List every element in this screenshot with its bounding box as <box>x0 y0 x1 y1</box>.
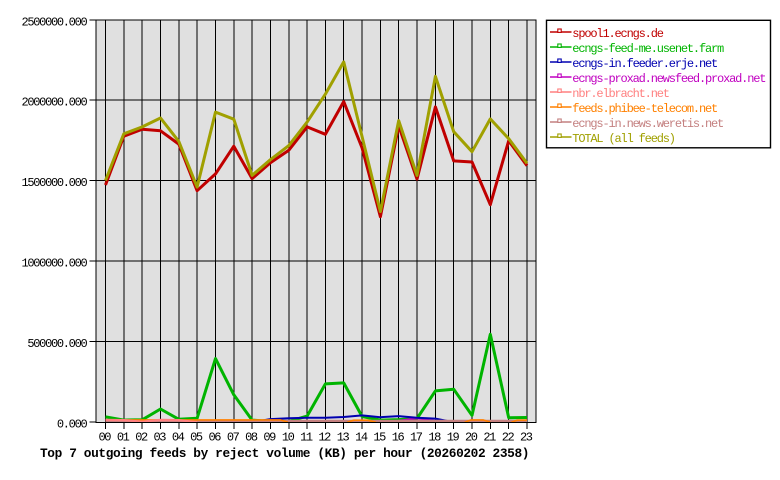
svg-text:18: 18 <box>428 430 441 444</box>
svg-text:06: 06 <box>209 430 222 444</box>
svg-text:16: 16 <box>392 430 405 444</box>
svg-text:TOTAL (all feeds): TOTAL (all feeds) <box>572 132 675 146</box>
svg-text:1000000.000: 1000000.000 <box>21 256 87 270</box>
svg-text:nbr.elbracht.net: nbr.elbracht.net <box>572 87 669 101</box>
svg-text:ecngs-in.feeder.erje.net: ecngs-in.feeder.erje.net <box>572 57 717 71</box>
svg-text:09: 09 <box>263 430 276 444</box>
svg-text:17: 17 <box>410 430 423 444</box>
svg-text:03: 03 <box>154 430 167 444</box>
svg-text:01: 01 <box>117 430 130 444</box>
svg-text:04: 04 <box>172 430 185 444</box>
svg-text:23: 23 <box>520 430 533 444</box>
svg-text:21: 21 <box>483 430 496 444</box>
svg-text:02: 02 <box>135 430 148 444</box>
svg-text:500000.000: 500000.000 <box>27 337 87 351</box>
svg-text:Top 7 outgoing feeds by reject: Top 7 outgoing feeds by reject volume (K… <box>40 446 529 461</box>
svg-text:00: 00 <box>99 430 112 444</box>
svg-text:ecngs-feed-me.usenet.farm: ecngs-feed-me.usenet.farm <box>572 42 724 56</box>
svg-text:0.000: 0.000 <box>57 417 88 431</box>
svg-text:feeds.phibee-telecom.net: feeds.phibee-telecom.net <box>572 102 717 116</box>
svg-text:20: 20 <box>465 430 478 444</box>
svg-text:ecngs-in.news.weretis.net: ecngs-in.news.weretis.net <box>572 117 723 131</box>
svg-text:12: 12 <box>318 430 331 444</box>
svg-text:14: 14 <box>355 430 368 444</box>
svg-text:spool1.ecngs.de: spool1.ecngs.de <box>572 27 663 41</box>
svg-text:22: 22 <box>502 430 515 444</box>
svg-text:11: 11 <box>300 430 313 444</box>
svg-text:2000000.000: 2000000.000 <box>21 95 87 109</box>
svg-text:2500000.000: 2500000.000 <box>21 15 87 29</box>
svg-text:08: 08 <box>245 430 258 444</box>
svg-text:07: 07 <box>227 430 240 444</box>
svg-text:ecngs-proxad.newsfeed.proxad.n: ecngs-proxad.newsfeed.proxad.net <box>572 72 765 86</box>
svg-text:1500000.000: 1500000.000 <box>21 176 87 190</box>
svg-text:10: 10 <box>282 430 295 444</box>
svg-text:19: 19 <box>447 430 460 444</box>
svg-text:13: 13 <box>337 430 350 444</box>
svg-text:15: 15 <box>373 430 386 444</box>
svg-text:05: 05 <box>190 430 203 444</box>
